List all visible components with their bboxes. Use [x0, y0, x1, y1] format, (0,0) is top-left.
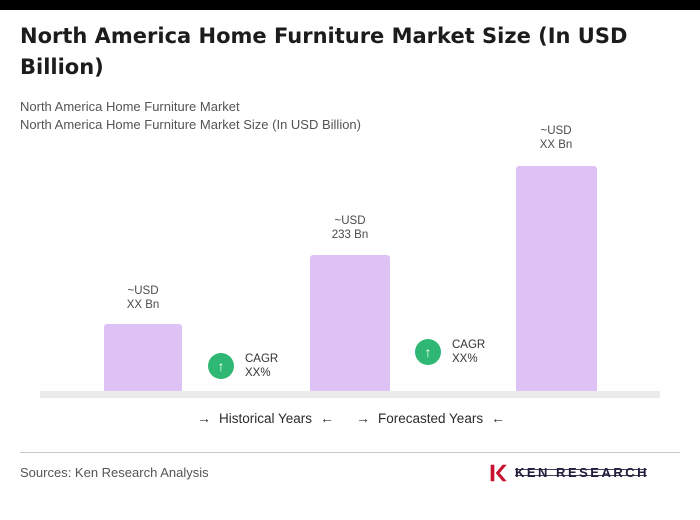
bar-value-line2: XX Bn	[126, 299, 160, 311]
ken-research-wordmark: KEN RESEARCH	[515, 462, 649, 484]
forecasted-years-label: Forecasted Years	[378, 410, 484, 426]
left-arrow-icon: ←	[320, 410, 335, 426]
cagr-text: CAGR	[452, 339, 486, 351]
up-arrow-icon: ↑	[415, 339, 441, 365]
footer-divider	[20, 452, 680, 453]
page-title: North America Home Furniture Market Size…	[20, 24, 628, 80]
bar-value-line2: 233 Bn	[331, 229, 369, 241]
cagr-badge: ↑ CAGR XX%	[415, 338, 485, 366]
x-axis-baseline	[40, 391, 660, 398]
chart-subtitle-size: North America Home Furniture Market Size…	[20, 117, 361, 132]
right-arrow-icon: →	[197, 410, 211, 426]
right-arrow-icon: →	[356, 410, 370, 426]
historical-years-label: Historical Years	[219, 410, 313, 426]
historical-years-annotation: → Historical Years ←	[197, 410, 334, 426]
bar-value-label: ~USD XX Bn	[496, 124, 616, 152]
cagr-percent: XX%	[245, 367, 271, 379]
bar-value-line1: ~USD	[334, 215, 366, 227]
left-arrow-icon: ←	[491, 410, 506, 426]
forecast-bar	[516, 166, 597, 391]
ken-research-logo: KEN RESEARCH	[487, 462, 649, 484]
cagr-text: CAGR	[245, 353, 279, 365]
bar-value-line1: ~USD	[540, 125, 572, 137]
bar-value-label: ~USD 233 Bn	[290, 214, 410, 242]
historical-bar	[104, 324, 182, 391]
bar-value-line1: ~USD	[127, 285, 159, 297]
bar-value-line2: XX Bn	[539, 139, 573, 151]
up-arrow-icon: ↑	[208, 353, 234, 379]
cagr-badge: ↑ CAGR XX%	[208, 352, 278, 380]
sources-note: Sources: Ken Research Analysis	[20, 465, 209, 480]
cagr-percent: XX%	[452, 353, 478, 365]
top-black-bar	[0, 0, 700, 10]
ken-research-text: KEN RESEARCH	[515, 465, 650, 480]
bar-value-label: ~USD XX Bn	[83, 284, 203, 312]
forecasted-years-annotation: → Forecasted Years ←	[356, 410, 505, 426]
chart-subtitle-market: North America Home Furniture Market	[20, 99, 240, 114]
ken-research-k-icon	[490, 464, 507, 482]
cagr-label: CAGR XX%	[245, 352, 278, 380]
cagr-label: CAGR XX%	[452, 338, 485, 366]
base-year-bar	[310, 255, 390, 391]
